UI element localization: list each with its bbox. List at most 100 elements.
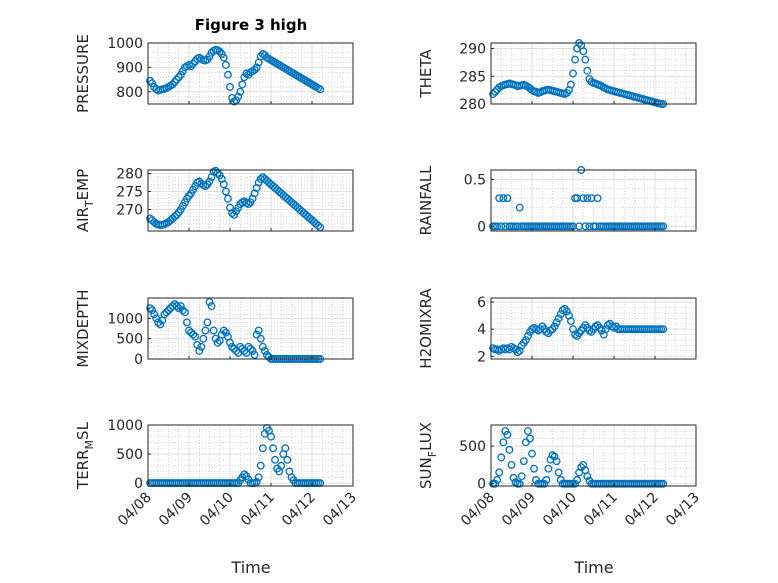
data-point (221, 187, 230, 196)
y-axis-label: RAINFALL (417, 165, 435, 236)
data-point (503, 430, 512, 439)
data-point (573, 476, 582, 484)
y-tick-label: 275 (116, 185, 143, 201)
data-point (581, 55, 590, 64)
data-point (156, 320, 165, 329)
y-tick-label: 1000 (107, 311, 143, 327)
data-point (562, 307, 571, 316)
data-point (148, 306, 157, 315)
data-point (236, 342, 245, 351)
panel-1: 800 900 1000 PRESSURE (74, 34, 354, 113)
data-point (583, 194, 592, 203)
data-point (160, 310, 169, 319)
y-tick-label: 2 (477, 349, 486, 365)
data-point (509, 473, 518, 482)
y-axis-label: THETA (417, 49, 435, 99)
y-axis-label-main: SUN (417, 457, 435, 489)
data-point (283, 455, 292, 464)
data-point (182, 318, 191, 327)
data-point (554, 468, 563, 477)
data-point (256, 461, 265, 470)
y-axis-label-main: AIR (74, 207, 92, 232)
data-point (146, 304, 154, 313)
y-axis-label: TERRMSL (74, 421, 96, 490)
data-point (258, 444, 267, 453)
data-point (526, 434, 534, 443)
y-axis-label-subscript: M (83, 440, 96, 450)
y-axis-label: H2OMIXRA (417, 288, 435, 369)
data-point (238, 80, 247, 89)
data-point (493, 476, 502, 484)
data-point (583, 472, 592, 481)
data-point (234, 92, 243, 101)
data-point (659, 325, 668, 334)
data-point (540, 479, 549, 488)
data-point (579, 47, 588, 56)
data-point (205, 177, 214, 186)
y-tick-label: 0 (134, 476, 143, 492)
data-point (491, 87, 500, 96)
data-point (246, 344, 255, 353)
data-point (252, 330, 261, 339)
y-tick-label: 280 (459, 97, 486, 113)
data-point (185, 326, 193, 335)
data-point (254, 326, 263, 335)
data-point (548, 451, 557, 460)
panel-4: 0 0.5 RAINFALL (417, 165, 697, 236)
data-point (552, 457, 561, 466)
y-tick-label: 1000 (107, 36, 143, 52)
data-point (659, 222, 668, 231)
data-point (515, 479, 524, 488)
y-axis-label: AIRTEMP (74, 169, 96, 232)
data-point (523, 332, 532, 340)
data-point (244, 342, 253, 351)
data-point (228, 209, 236, 218)
data-point (250, 65, 259, 74)
y-tick-label: 500 (116, 332, 143, 348)
axes-frame (147, 42, 354, 105)
data-point (170, 78, 179, 86)
y-tick-label: 0.5 (464, 172, 486, 188)
axes-frame (147, 424, 354, 487)
data-point (515, 203, 524, 212)
data-point (501, 427, 510, 435)
x-axis-label-right: Time (573, 558, 613, 577)
data-point (197, 342, 206, 351)
data-point (314, 221, 323, 230)
y-axis-label-rest: LUX (417, 422, 435, 451)
data-point (554, 314, 563, 323)
data-point (316, 85, 325, 94)
data-point (180, 308, 189, 317)
data-point (164, 306, 173, 315)
data-point (223, 70, 232, 79)
y-axis-label-rest: SL (74, 421, 92, 440)
data-point (189, 59, 198, 68)
data-point (187, 328, 195, 337)
data-point (499, 194, 508, 203)
data-point (659, 479, 668, 488)
data-point (277, 461, 286, 470)
data-point (154, 318, 163, 327)
data-point (517, 472, 526, 481)
data-point (228, 342, 236, 351)
y-tick-label: 500 (459, 439, 486, 455)
axes-frame (490, 169, 697, 232)
data-point (172, 302, 181, 311)
data-point (172, 75, 181, 84)
data-point (252, 63, 261, 72)
data-point (497, 453, 506, 462)
data-point (215, 47, 224, 56)
data-point (226, 338, 234, 347)
y-axis-label-subscript: F (426, 451, 439, 457)
data-point (550, 322, 559, 331)
data-point (593, 194, 602, 203)
y-tick-label: 4 (477, 322, 486, 338)
data-point (168, 80, 177, 89)
y-tick-label: 290 (459, 42, 486, 58)
data-point (211, 334, 220, 343)
data-point (260, 346, 269, 355)
panel-2: 280 285 290 THETA (417, 39, 697, 113)
data-point (521, 336, 530, 344)
data-point (209, 326, 218, 335)
